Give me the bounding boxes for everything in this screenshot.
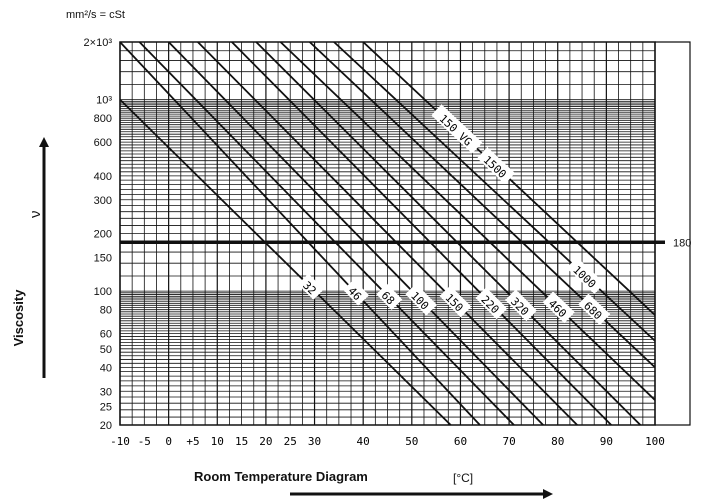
x-tick-label: 30 [308, 435, 321, 448]
x-tick-label: 0 [165, 435, 172, 448]
y-tick-label: 150 [94, 252, 112, 264]
right-bracket [655, 41, 691, 426]
y-tick-label: 2×10³ [84, 37, 113, 49]
y-tick-label: 80 [100, 305, 112, 317]
y-tick-label: 20 [100, 420, 112, 432]
y-tick-label: 40 [100, 362, 112, 374]
x-tick-label: 20 [259, 435, 272, 448]
reference-line-label: 180 [673, 237, 691, 249]
x-tick-label: 15 [235, 435, 248, 448]
series-prefix-background [431, 104, 483, 154]
series-label-background [542, 291, 575, 324]
y-tick-label: 200 [94, 229, 112, 241]
y-tick-label: 10³ [96, 95, 112, 107]
x-tick-label: 90 [600, 435, 613, 448]
x-axis-unit: [°C] [453, 471, 473, 485]
y-tick-label: 60 [100, 329, 112, 341]
x-tick-label: -10 [110, 435, 130, 448]
series-label-background [405, 283, 438, 316]
series-line-vg46 [119, 41, 481, 426]
series-label-background [475, 287, 508, 320]
series-label-background [439, 285, 472, 318]
x-tick-label: 10 [211, 435, 224, 448]
series-line-vg320 [255, 41, 642, 426]
x-tick-label: 80 [551, 435, 564, 448]
series-label-background [343, 279, 370, 306]
y-tick-label: 800 [94, 113, 112, 125]
series-label-background [297, 273, 324, 300]
series-label-background [578, 293, 611, 326]
x-tick-label: -5 [138, 435, 151, 448]
series-line-vg220 [231, 41, 612, 426]
x-tick-label: 40 [357, 435, 370, 448]
y-tick-label: 600 [94, 137, 112, 149]
y-axis-label: Viscosity [11, 289, 26, 347]
unit-label: mm²/s = cSt [66, 9, 125, 21]
series-line-vg1000 [333, 41, 656, 342]
grid [119, 41, 691, 426]
y-tick-label: 30 [100, 386, 112, 398]
series-line-vg100 [167, 41, 544, 426]
x-axis-label: Room Temperature Diagram [194, 469, 368, 484]
y-tick-label: 400 [94, 171, 112, 183]
x-tick-label: +5 [186, 435, 199, 448]
x-tick-label: 70 [502, 435, 515, 448]
x-tick-label: 50 [405, 435, 418, 448]
y-axis-symbol: ν [27, 211, 44, 219]
series-label-background [566, 257, 605, 295]
series-label-background [376, 283, 403, 310]
x-tick-label: 60 [454, 435, 467, 448]
y-tick-label: 300 [94, 195, 112, 207]
series-label-background [505, 289, 537, 322]
y-tick-label: 100 [94, 286, 112, 298]
x-tick-label: 25 [284, 435, 297, 448]
y-tick-label: 25 [100, 401, 112, 413]
x-tick-label: 100 [645, 435, 665, 448]
series-label-background [477, 147, 516, 185]
y-tick-label: 50 [100, 344, 112, 356]
series-line-vg150 [197, 41, 578, 426]
reference-line: 180 [120, 237, 691, 249]
series-line-vg460 [279, 41, 656, 401]
x-axis: -10 -5 0 +5 10 15 20 25 30 40 50 60 70 80 90 100 [110, 435, 665, 448]
series-line-vg68 [138, 41, 515, 426]
plot-frame [119, 41, 656, 426]
series-line-vg32 [119, 99, 452, 426]
y-axis: 2×10³ 10³ 800 600 400 300 200 150 100 80 60 50 40 30 2… [84, 37, 113, 432]
